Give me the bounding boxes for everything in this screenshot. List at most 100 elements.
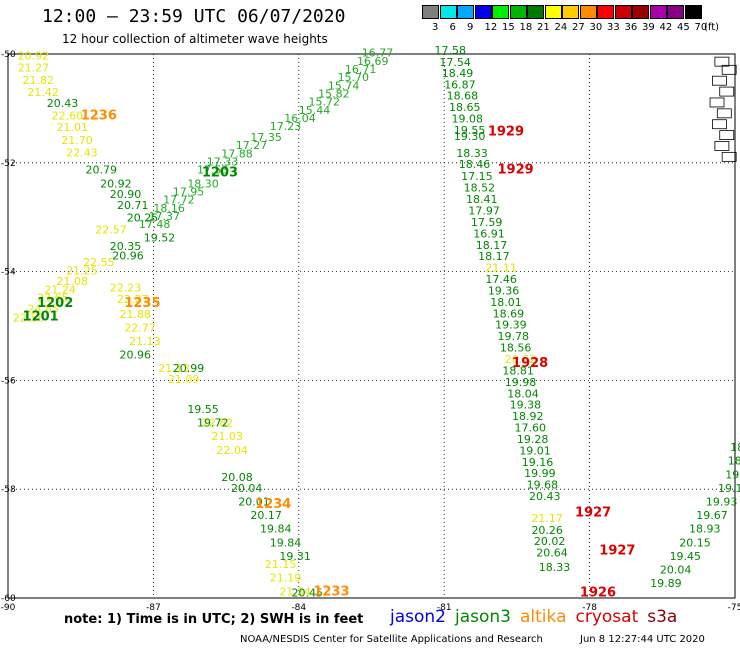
- legend-label: 30: [589, 22, 603, 33]
- wave-height-label: 22.43: [66, 146, 98, 159]
- wave-height-label: 20.99: [173, 362, 205, 375]
- wave-height-label: 19.28: [517, 433, 549, 446]
- lat-tick-label: -60: [1, 594, 16, 604]
- lon-tick-label: -84: [291, 603, 306, 613]
- wave-height-label: 18.52: [464, 182, 496, 195]
- legend-swatch: [457, 5, 474, 19]
- legend-unit: (ft): [704, 22, 720, 33]
- wave-height-label: 20.45: [292, 586, 324, 599]
- map-frame: [7, 53, 736, 599]
- legend-swatch: [667, 5, 684, 19]
- wave-height-label: 21.17: [531, 512, 563, 525]
- wave-height-label: 17.35: [250, 131, 281, 144]
- wave-height-label: 20.01: [238, 496, 270, 509]
- wave-height-label: 19.16: [522, 456, 554, 469]
- coastline-fragment: [712, 75, 727, 86]
- wave-height-label: 21.19: [270, 572, 302, 585]
- lon-tick-label: -90: [1, 603, 16, 613]
- wave-height-label: 15.44: [299, 104, 331, 117]
- wave-height-label: 18.93: [689, 523, 721, 536]
- wave-height-label: 19.62: [725, 468, 740, 481]
- coastline-fragment: [709, 97, 725, 108]
- mission-label: s3a: [647, 607, 678, 627]
- wave-height-label: 18.01: [490, 296, 522, 309]
- wave-height-label: 22.77: [124, 321, 156, 334]
- wave-height-label: 19.84: [270, 536, 302, 549]
- legend-swatch: [579, 5, 597, 19]
- mission-label: jason3: [455, 607, 511, 627]
- legend-swatch: [597, 5, 614, 19]
- wave-height-label: 16.71: [345, 63, 377, 76]
- wave-height-label: 21.24: [44, 283, 76, 296]
- wave-height-label: 18.30: [187, 177, 219, 190]
- wave-height-label: 18.17: [478, 250, 510, 263]
- wave-height-label: 20.02: [534, 535, 566, 548]
- wave-height-label: 18.17: [476, 239, 508, 252]
- wave-height-label: 22.82: [202, 417, 234, 430]
- mission-label: jason2: [390, 607, 446, 627]
- coastline-fragment: [716, 108, 732, 119]
- coastline-fragment: [714, 56, 730, 67]
- wave-height-label: 20.43: [529, 490, 561, 503]
- wave-height-label: 19.93: [706, 496, 738, 509]
- lon-tick-label: -81: [437, 603, 452, 613]
- wave-height-label: 17.48: [139, 218, 171, 231]
- pass-time-label: 1236: [81, 108, 117, 123]
- legend-label: 33: [607, 22, 620, 33]
- legend-swatch: [544, 5, 562, 19]
- wave-height-label: 17.72: [163, 194, 195, 207]
- wave-height-label: 20.25: [127, 212, 159, 225]
- legend-label: 45: [677, 22, 690, 33]
- wave-height-label: 22.04: [216, 444, 248, 457]
- wave-height-label: 21.08: [56, 275, 88, 288]
- wave-height-label: 20.62: [505, 353, 537, 366]
- wave-height-label: 19.01: [519, 444, 551, 457]
- wave-height-label: 18: [730, 441, 740, 454]
- wave-height-label: 20.92: [18, 49, 50, 62]
- wave-height-label: 20.96: [119, 349, 150, 362]
- legend-swatch: [562, 5, 579, 19]
- wave-height-label: 19.13: [718, 482, 740, 495]
- wave-height-label: 19.84: [260, 523, 292, 536]
- pass-time-label: 1929: [488, 125, 524, 140]
- legend-label: 27: [572, 22, 585, 33]
- wave-height-label: 19.08: [451, 113, 483, 126]
- legend-swatch: [422, 5, 439, 19]
- wave-height-label: 17.37: [149, 210, 181, 223]
- wave-height-label: 19.68: [527, 479, 559, 492]
- wave-height-label: 16.69: [357, 55, 389, 68]
- pass-time-label: 1203: [202, 165, 238, 180]
- wave-height-label: 15.82: [318, 88, 350, 101]
- pass-time-label: 1928: [512, 356, 548, 371]
- timestamp-text: Jun 8 12:27:44 UTC 2020: [580, 634, 705, 645]
- legend-label: 21: [537, 22, 550, 33]
- wave-height-label: 17.60: [514, 422, 546, 435]
- wave-height-label: 17.27: [236, 139, 268, 152]
- wave-height-label: 17.46: [485, 273, 517, 286]
- wave-height-label: 22.57: [95, 224, 127, 237]
- coastline-fragment: [712, 119, 727, 130]
- legend-label: 12: [484, 22, 498, 33]
- wave-height-label: 20.15: [679, 536, 711, 549]
- legend-label: 6: [449, 22, 456, 33]
- wave-height-label: 18.65: [449, 101, 481, 114]
- legend-swatch: [474, 5, 492, 19]
- wave-height-label: 17.59: [471, 216, 503, 229]
- wave-height-label: 19.30: [454, 130, 486, 143]
- wave-height-label: 18.04: [507, 387, 539, 400]
- wave-height-label: 19.52: [144, 232, 176, 245]
- wave-height-label: 21.15: [265, 558, 297, 571]
- wave-height-label: 17.23: [270, 120, 302, 133]
- wave-height-label: 24.85: [27, 302, 58, 315]
- wave-height-label: 17.33: [207, 156, 239, 169]
- wave-height-label: 21.27: [18, 61, 50, 74]
- wave-height-label: 15.72: [308, 96, 340, 109]
- legend-swatch: [649, 5, 667, 19]
- wave-height-label: 18.4: [728, 455, 740, 468]
- wave-height-label: 21.01: [56, 121, 88, 134]
- wave-height-label: 20.71: [117, 199, 149, 212]
- pass-time-label: 1929: [498, 163, 534, 178]
- wave-height-label: 20.04: [660, 564, 692, 577]
- wave-height-label: 19.78: [498, 330, 529, 343]
- wave-height-label: 19.99: [524, 467, 556, 480]
